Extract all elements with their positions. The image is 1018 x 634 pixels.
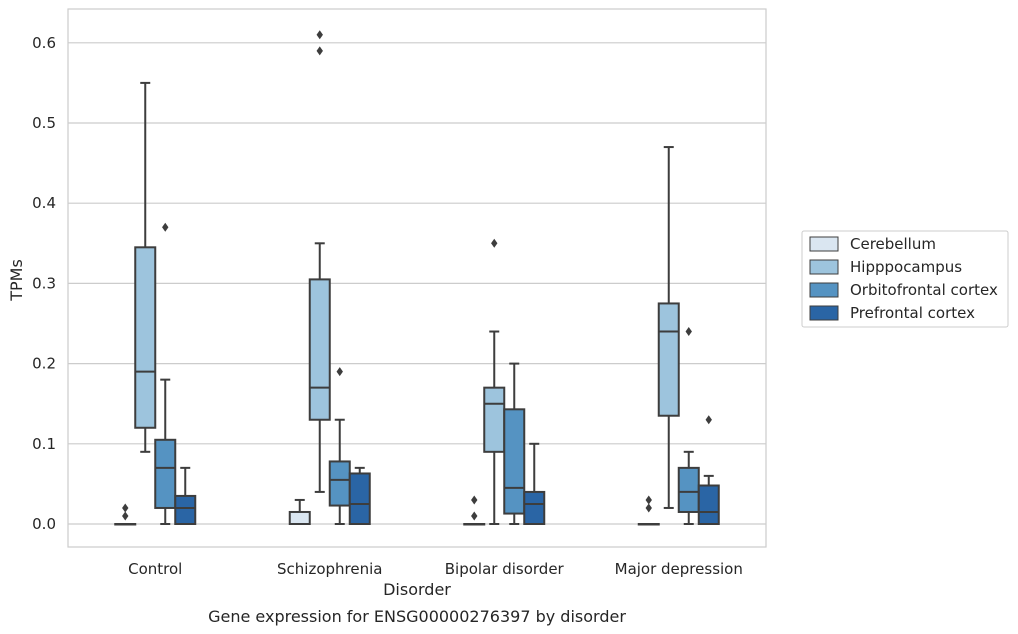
x-tick-label: Bipolar disorder: [445, 560, 565, 578]
box-0-1: [134, 81, 157, 453]
box-0-0: [114, 503, 137, 526]
outlier-point: [316, 46, 323, 56]
box-2-1: [483, 238, 506, 525]
x-tick-label: Control: [128, 560, 182, 578]
outlier-point: [471, 511, 478, 521]
legend-label: Hipppocampus: [850, 258, 962, 276]
box-1-3: [348, 466, 371, 525]
y-tick-label: 0.1: [32, 435, 56, 453]
box-iqr: [483, 386, 506, 453]
box-iqr: [154, 438, 177, 509]
legend-swatch: [809, 305, 839, 321]
legend-label: Orbitofrontal cortex: [850, 281, 998, 299]
y-tick-label: 0.6: [32, 34, 56, 52]
outlier-point: [336, 367, 343, 377]
outlier-point: [162, 222, 169, 232]
y-tick-label: 0.0: [32, 515, 56, 533]
box-iqr: [697, 484, 720, 525]
x-tick-label: Schizophrenia: [277, 560, 382, 578]
legend-swatch: [809, 236, 839, 252]
legend-label: Cerebellum: [850, 235, 936, 253]
outlier-point: [685, 327, 692, 337]
box-1-1: [308, 30, 331, 493]
box-iqr: [523, 490, 546, 526]
box-iqr: [308, 278, 331, 421]
box-3-0: [637, 495, 660, 526]
box-marks: [114, 30, 720, 526]
y-tick-label: 0.2: [32, 355, 56, 373]
box-1-2: [328, 367, 351, 525]
outlier-point: [122, 511, 129, 521]
y-axis-label: TPMs: [7, 259, 26, 302]
box-iqr: [174, 494, 197, 525]
x-axis-label: Disorder: [383, 580, 451, 599]
outlier-point: [705, 415, 712, 425]
x-tick-label: Major depression: [615, 560, 743, 578]
box-0-3: [174, 466, 197, 525]
box-2-3: [523, 442, 546, 526]
legend-frame: [801, 230, 1009, 328]
box-iqr: [328, 460, 351, 507]
y-tick-label: 0.3: [32, 274, 56, 292]
outlier-point: [491, 238, 498, 248]
outlier-point: [316, 30, 323, 40]
legend-swatch: [809, 282, 839, 298]
outlier-point: [122, 503, 129, 513]
legend: Cerebellum Hipppocampus Orbitofrontal cort…: [801, 230, 1009, 328]
box-3-3: [697, 415, 720, 525]
outlier-point: [645, 495, 652, 505]
chart-caption: Gene expression for ENSG00000276397 by d…: [208, 607, 626, 626]
outlier-point: [471, 495, 478, 505]
box-iqr: [288, 510, 311, 526]
box-iqr: [657, 302, 680, 417]
y-tick-label: 0.5: [32, 114, 56, 132]
outlier-point: [645, 503, 652, 513]
box-3-1: [657, 146, 680, 509]
y-tick-label: 0.4: [32, 194, 56, 212]
box-2-2: [503, 362, 526, 525]
plot-frame: [67, 8, 767, 548]
box-0-2: [154, 222, 177, 525]
box-2-0: [463, 495, 486, 526]
box-iqr: [503, 408, 526, 515]
grid-lines: [68, 42, 766, 525]
legend-label: Prefrontal cortex: [850, 304, 975, 322]
box-iqr: [677, 466, 700, 513]
x-tick-labels: Control Schizophrenia Bipolar disorder Majo…: [128, 560, 743, 578]
box-1-0: [288, 498, 311, 526]
box-iqr: [348, 472, 371, 525]
box-iqr: [134, 246, 157, 429]
y-tick-labels: 0.0 0.1 0.2 0.3 0.4 0.5 0.6: [32, 34, 56, 533]
legend-swatch: [809, 259, 839, 275]
box-3-2: [677, 327, 700, 525]
